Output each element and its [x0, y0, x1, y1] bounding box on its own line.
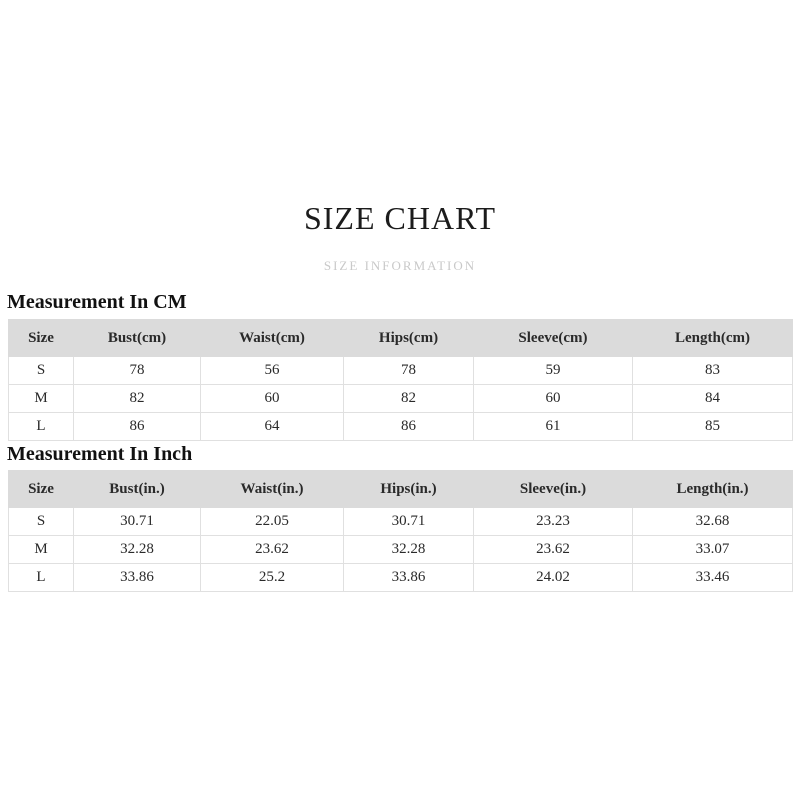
length-cell: 32.68	[632, 507, 793, 536]
sleeve-cell: 61	[473, 412, 633, 441]
size-cell: S	[8, 507, 74, 536]
hips-cell: 32.28	[343, 535, 474, 564]
size-cell: S	[8, 356, 74, 385]
bust-cell: 86	[73, 412, 201, 441]
page-title: SIZE CHART	[303, 200, 497, 236]
inch-size-table: Size Bust(in.) Waist(in.) Hips(in.) Slee…	[8, 470, 793, 592]
hips-cell: 30.71	[343, 507, 474, 536]
length-cell: 33.46	[632, 563, 793, 592]
bust-cell: 78	[73, 356, 201, 385]
table-row-m: M 82 60 82 60 84	[8, 384, 793, 413]
column-header-sleeve: Sleeve(cm)	[473, 319, 633, 357]
length-cell: 83	[632, 356, 793, 385]
hips-cell: 86	[343, 412, 474, 441]
sleeve-cell: 60	[473, 384, 633, 413]
bust-cell: 32.28	[73, 535, 201, 564]
length-cell: 33.07	[632, 535, 793, 564]
column-header-bust: Bust(in.)	[73, 470, 201, 508]
waist-cell: 23.62	[200, 535, 344, 564]
size-cell: L	[8, 412, 74, 441]
column-header-hips: Hips(cm)	[343, 319, 474, 357]
size-cell: M	[8, 384, 74, 413]
column-header-waist: Waist(cm)	[200, 319, 344, 357]
bust-cell: 30.71	[73, 507, 201, 536]
inch-section-heading: Measurement In Inch	[7, 443, 193, 465]
sleeve-cell: 23.23	[473, 507, 633, 536]
table-row-s: S 30.71 22.05 30.71 23.23 32.68	[8, 507, 793, 536]
bust-cell: 82	[73, 384, 201, 413]
length-cell: 84	[632, 384, 793, 413]
waist-cell: 25.2	[200, 563, 344, 592]
waist-cell: 56	[200, 356, 344, 385]
column-header-size: Size	[8, 470, 74, 508]
size-cell: L	[8, 563, 74, 592]
hips-cell: 78	[343, 356, 474, 385]
table-row-s: S 78 56 78 59 83	[8, 356, 793, 385]
sleeve-cell: 23.62	[473, 535, 633, 564]
table-row-l: L 86 64 86 61 85	[8, 412, 793, 441]
waist-cell: 22.05	[200, 507, 344, 536]
size-cell: M	[8, 535, 74, 564]
table-row-m: M 32.28 23.62 32.28 23.62 33.07	[8, 535, 793, 564]
cm-size-table: Size Bust(cm) Waist(cm) Hips(cm) Sleeve(…	[8, 319, 793, 441]
table-row-l: L 33.86 25.2 33.86 24.02 33.46	[8, 563, 793, 592]
cm-table-header-row: Size Bust(cm) Waist(cm) Hips(cm) Sleeve(…	[8, 319, 793, 357]
column-header-size: Size	[8, 319, 74, 357]
column-header-hips: Hips(in.)	[343, 470, 474, 508]
waist-cell: 60	[200, 384, 344, 413]
cm-section-heading: Measurement In CM	[7, 291, 187, 313]
inch-table-header-row: Size Bust(in.) Waist(in.) Hips(in.) Slee…	[8, 470, 793, 508]
waist-cell: 64	[200, 412, 344, 441]
sleeve-cell: 24.02	[473, 563, 633, 592]
column-header-length: Length(in.)	[632, 470, 793, 508]
sleeve-cell: 59	[473, 356, 633, 385]
page-subtitle-watermark: SIZE INFORMATION	[323, 258, 477, 273]
column-header-sleeve: Sleeve(in.)	[473, 470, 633, 508]
hips-cell: 33.86	[343, 563, 474, 592]
length-cell: 85	[632, 412, 793, 441]
hips-cell: 82	[343, 384, 474, 413]
bust-cell: 33.86	[73, 563, 201, 592]
column-header-bust: Bust(cm)	[73, 319, 201, 357]
column-header-waist: Waist(in.)	[200, 470, 344, 508]
column-header-length: Length(cm)	[632, 319, 793, 357]
